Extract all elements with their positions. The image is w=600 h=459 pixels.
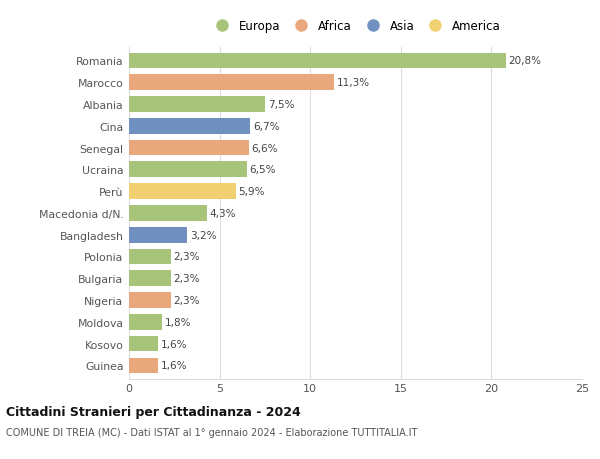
- Bar: [129, 75, 334, 91]
- Text: 4,3%: 4,3%: [209, 208, 236, 218]
- Bar: [129, 227, 187, 243]
- Text: 6,6%: 6,6%: [251, 143, 278, 153]
- Text: 1,6%: 1,6%: [161, 361, 187, 370]
- Text: 2,3%: 2,3%: [173, 252, 200, 262]
- Bar: [129, 206, 207, 221]
- Text: Cittadini Stranieri per Cittadinanza - 2024: Cittadini Stranieri per Cittadinanza - 2…: [6, 405, 301, 419]
- Text: 5,9%: 5,9%: [239, 187, 265, 197]
- Text: 2,3%: 2,3%: [173, 274, 200, 284]
- Bar: [129, 292, 170, 308]
- Bar: [129, 162, 247, 178]
- Bar: [129, 271, 170, 286]
- Bar: [129, 140, 248, 156]
- Text: 3,2%: 3,2%: [190, 230, 216, 240]
- Text: 6,5%: 6,5%: [250, 165, 276, 175]
- Bar: [129, 358, 158, 374]
- Text: 2,3%: 2,3%: [173, 296, 200, 305]
- Text: COMUNE DI TREIA (MC) - Dati ISTAT al 1° gennaio 2024 - Elaborazione TUTTITALIA.I: COMUNE DI TREIA (MC) - Dati ISTAT al 1° …: [6, 427, 418, 437]
- Bar: [129, 97, 265, 112]
- Bar: [129, 184, 236, 200]
- Bar: [129, 336, 158, 352]
- Bar: [129, 314, 161, 330]
- Text: 20,8%: 20,8%: [509, 56, 542, 66]
- Bar: [129, 249, 170, 265]
- Text: 7,5%: 7,5%: [268, 100, 294, 110]
- Text: 1,6%: 1,6%: [161, 339, 187, 349]
- Legend: Europa, Africa, Asia, America: Europa, Africa, Asia, America: [208, 18, 503, 35]
- Text: 6,7%: 6,7%: [253, 122, 280, 131]
- Text: 1,8%: 1,8%: [164, 317, 191, 327]
- Text: 11,3%: 11,3%: [337, 78, 370, 88]
- Bar: [129, 53, 506, 69]
- Bar: [129, 118, 250, 134]
